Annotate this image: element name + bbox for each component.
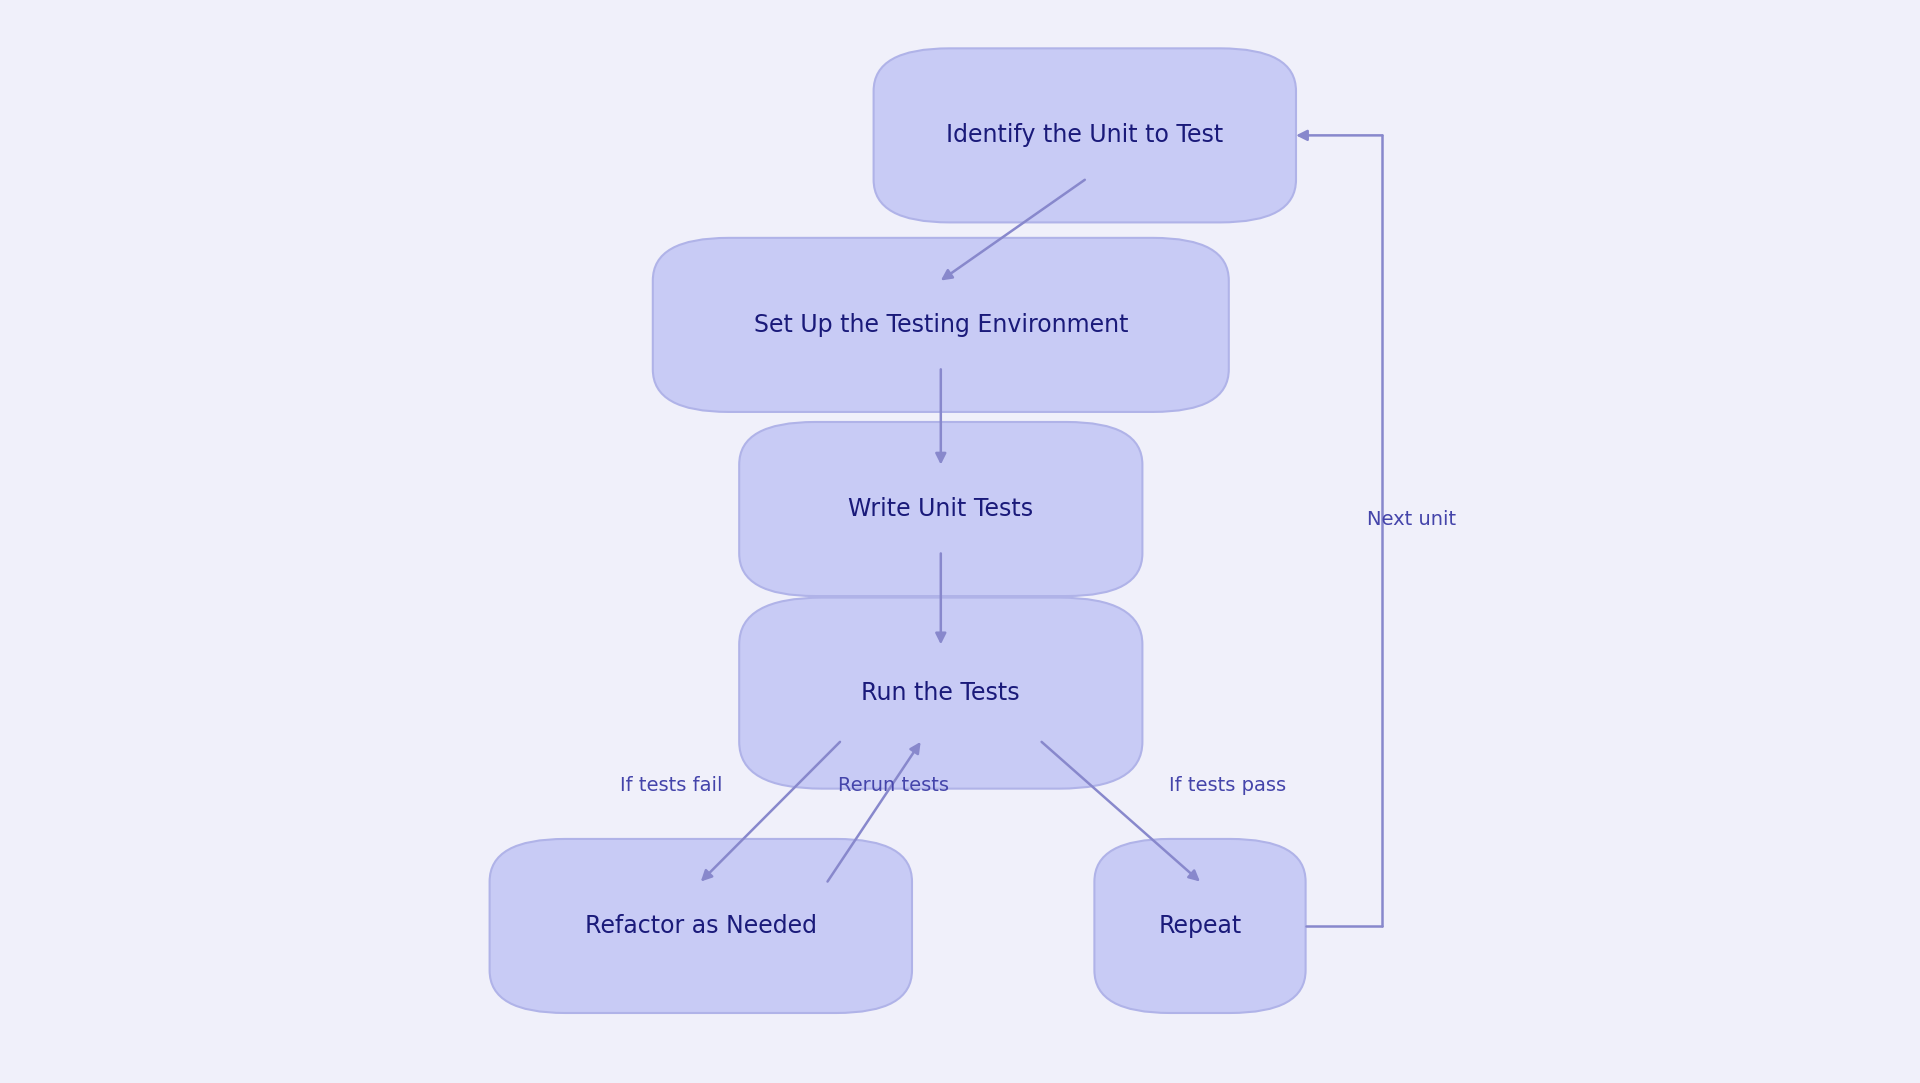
Text: Run the Tests: Run the Tests xyxy=(862,681,1020,705)
Text: If tests pass: If tests pass xyxy=(1169,777,1286,795)
Text: Repeat: Repeat xyxy=(1158,914,1242,938)
FancyBboxPatch shape xyxy=(739,422,1142,596)
FancyBboxPatch shape xyxy=(739,598,1142,788)
FancyBboxPatch shape xyxy=(1094,839,1306,1013)
Text: Next unit: Next unit xyxy=(1367,510,1455,530)
Text: Rerun tests: Rerun tests xyxy=(837,777,948,795)
FancyBboxPatch shape xyxy=(490,839,912,1013)
FancyBboxPatch shape xyxy=(653,238,1229,412)
Text: Refactor as Needed: Refactor as Needed xyxy=(586,914,816,938)
Text: Write Unit Tests: Write Unit Tests xyxy=(849,497,1033,521)
Text: Set Up the Testing Environment: Set Up the Testing Environment xyxy=(753,313,1129,337)
FancyBboxPatch shape xyxy=(874,49,1296,222)
Text: Identify the Unit to Test: Identify the Unit to Test xyxy=(947,123,1223,147)
Text: If tests fail: If tests fail xyxy=(620,777,722,795)
